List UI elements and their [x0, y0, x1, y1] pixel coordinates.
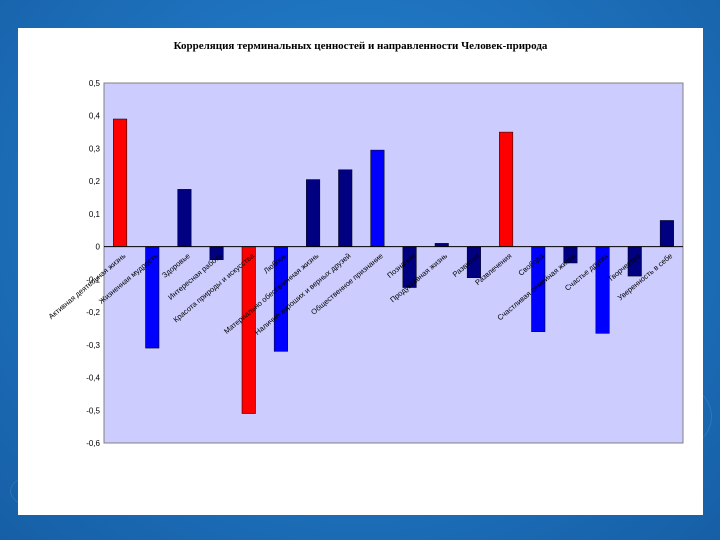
y-tick-label: 0,2 — [89, 177, 101, 186]
bar — [113, 118, 128, 247]
y-tick-label: -0,2 — [86, 308, 100, 317]
bar — [177, 189, 192, 247]
y-tick-label: -0,6 — [86, 439, 100, 448]
y-tick-label: 0 — [96, 243, 101, 252]
y-tick-label: 0,4 — [89, 112, 101, 121]
y-tick-label: 0,3 — [89, 144, 101, 153]
y-tick-label: 0,5 — [89, 79, 101, 88]
y-tick-label: -0,4 — [86, 374, 100, 383]
bar-chart: 0,5 0,4 0,3 0,2 0,1 0 -0,1 -0,2 -0,3 -0,4 -0,5 -0,6… — [47, 79, 684, 448]
chart-title: Корреляция терминальных ценностей и напр… — [173, 40, 548, 52]
bar — [499, 131, 514, 247]
y-tick-label: -0,3 — [86, 341, 100, 350]
chart-container: Корреляция терминальных ценностей и напр… — [18, 28, 703, 515]
bar — [370, 149, 385, 247]
y-tick-label: 0,1 — [89, 210, 101, 219]
y-tick-label: -0,1 — [86, 275, 100, 284]
plot-area — [103, 82, 684, 444]
bar — [306, 179, 321, 247]
bar — [659, 220, 674, 247]
bar — [338, 169, 353, 247]
y-tick-label: -0,5 — [86, 406, 100, 415]
